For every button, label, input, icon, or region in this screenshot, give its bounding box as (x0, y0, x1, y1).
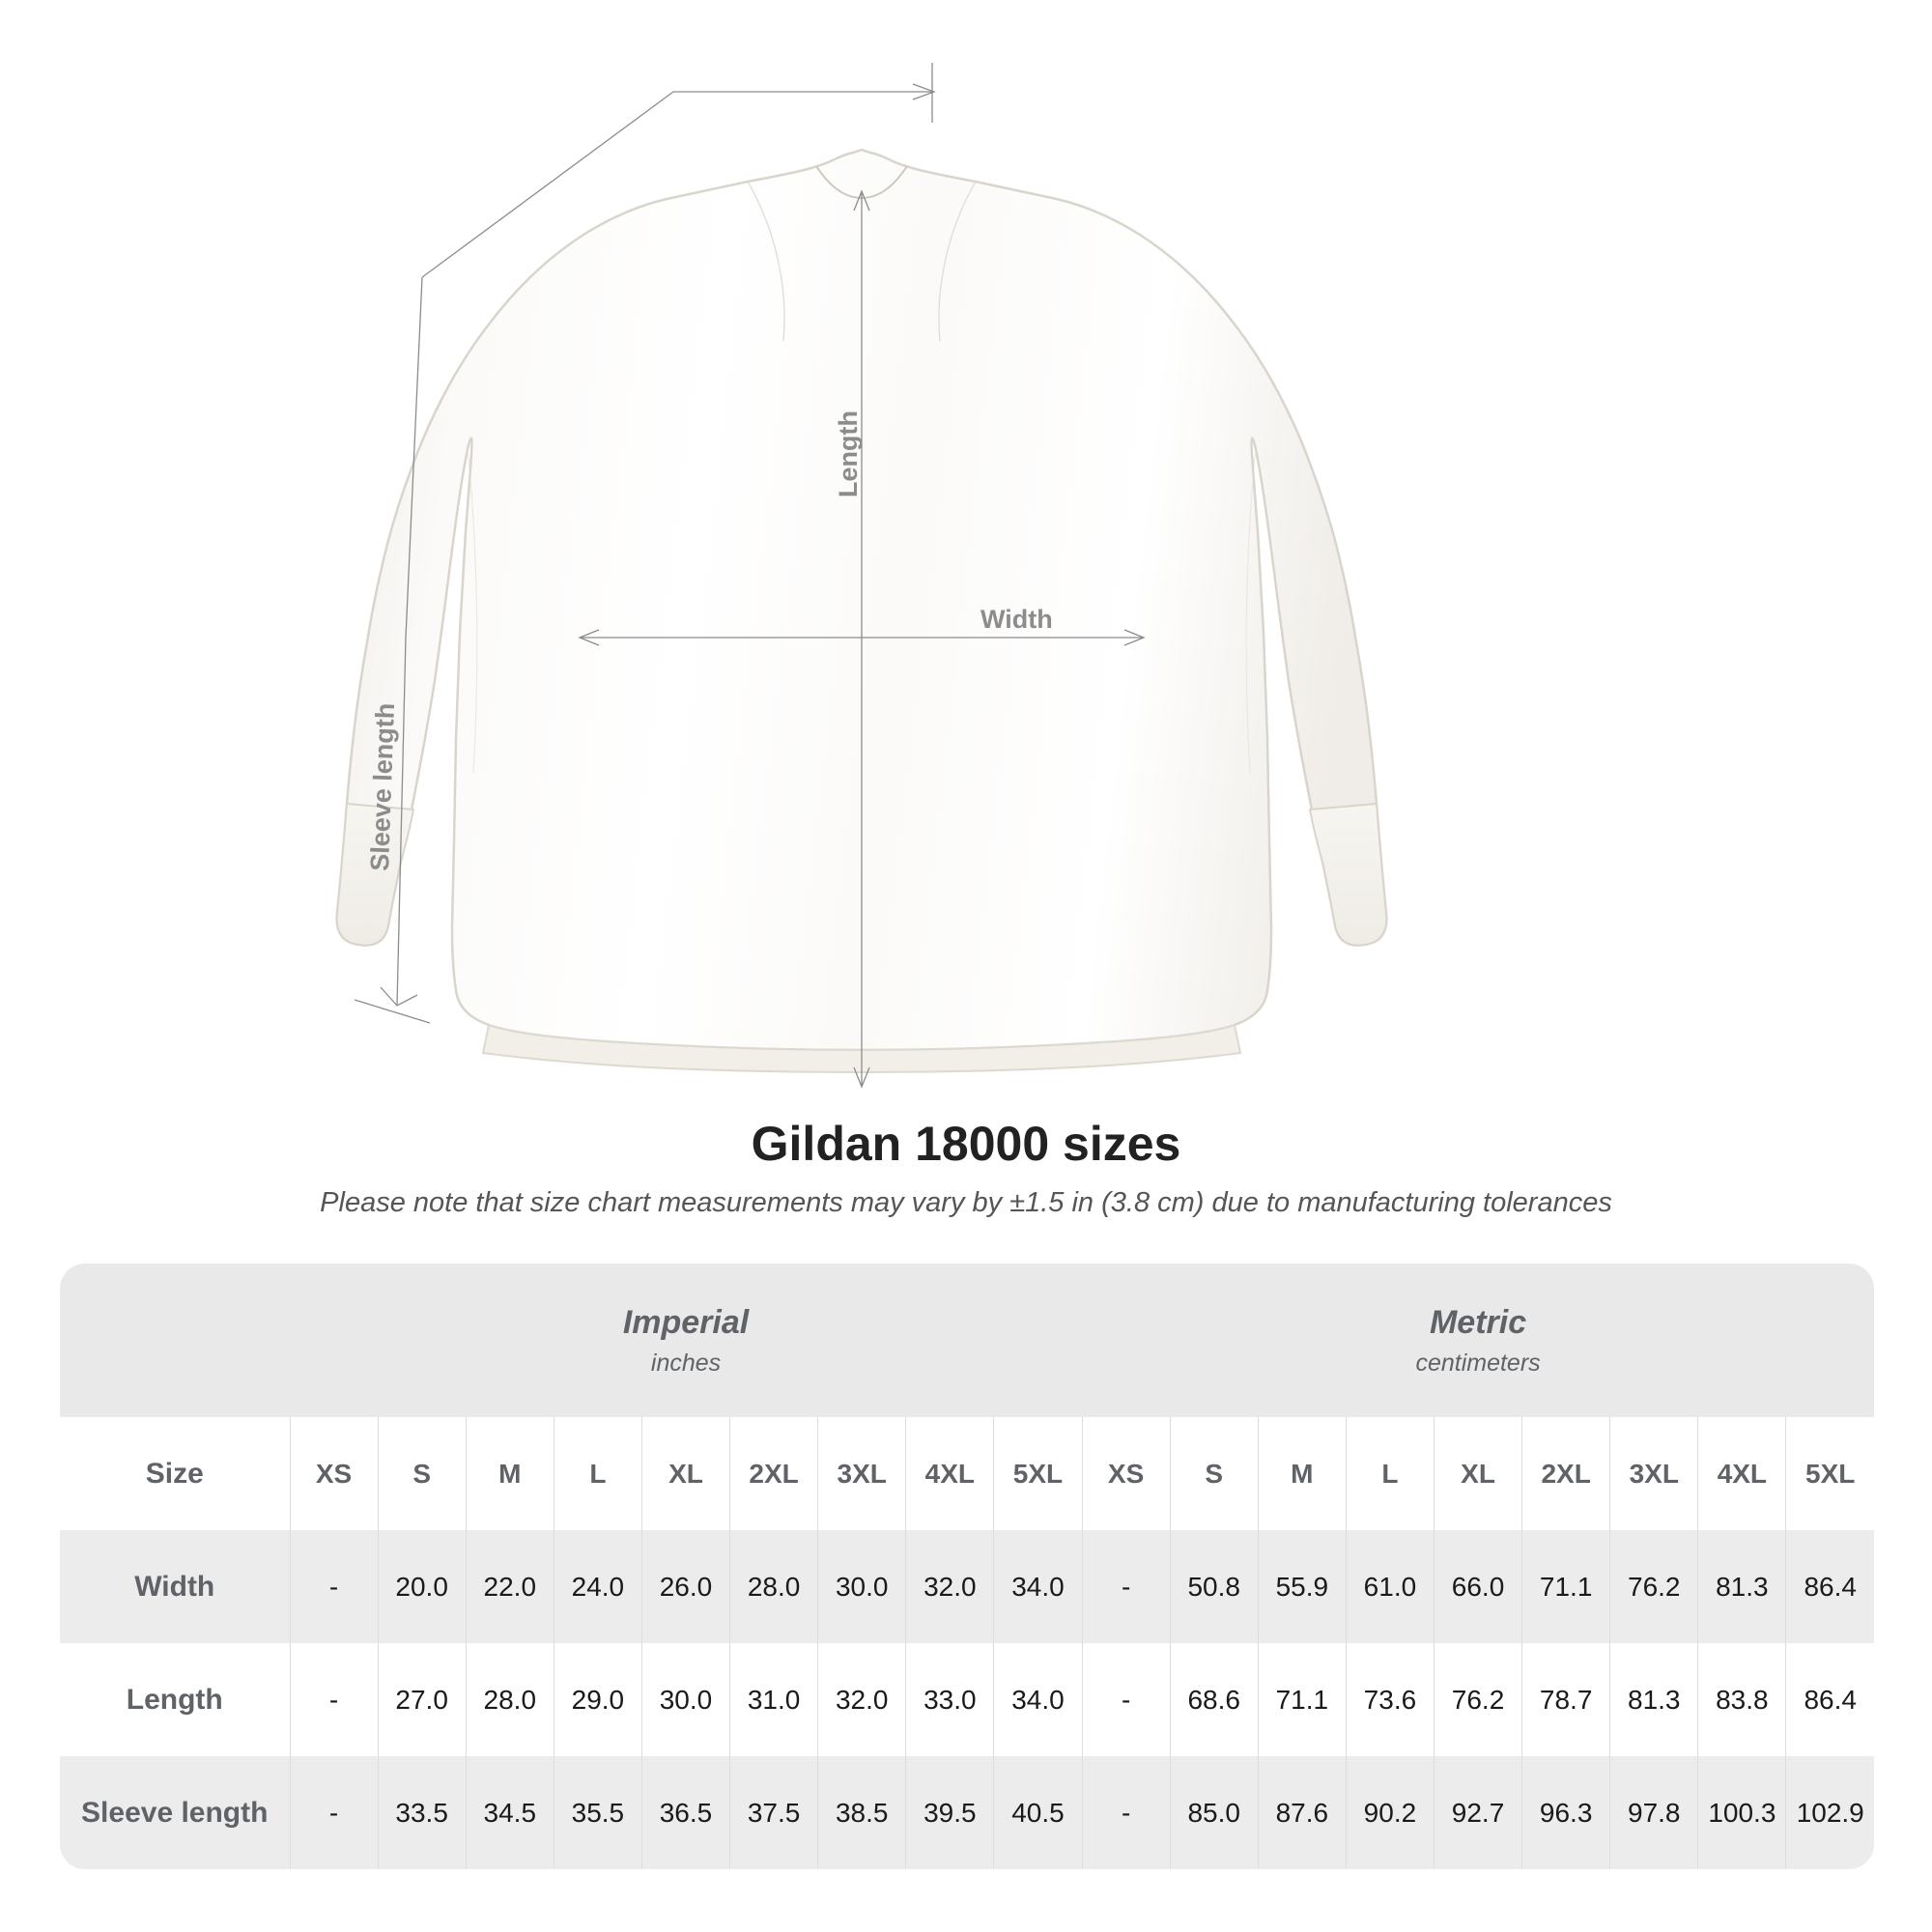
svg-text:Length: Length (834, 411, 863, 497)
svg-text:Sleeve length: Sleeve length (365, 702, 400, 871)
svg-text:Width: Width (980, 605, 1053, 634)
